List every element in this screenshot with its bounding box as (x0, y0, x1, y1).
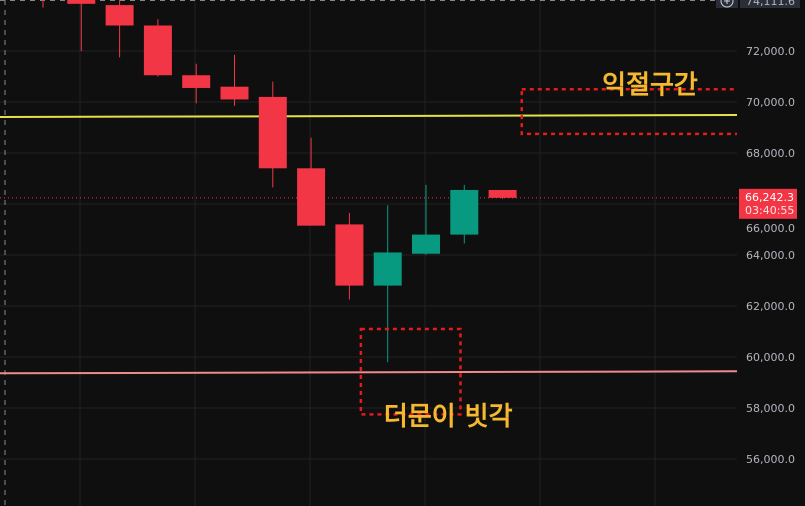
y-tick-label: 66,000.0 (746, 222, 795, 235)
horizontal-line (0, 114, 738, 119)
candle-body (105, 5, 134, 26)
horizontal-line (0, 370, 738, 375)
candle-body (258, 96, 287, 169)
countdown-label: 03:40:55 (745, 204, 794, 217)
y-tick-label: 62,000.0 (746, 300, 795, 313)
price-axis[interactable] (737, 0, 805, 506)
candle-body (67, 0, 96, 4)
y-tick-label: 64,000.0 (746, 249, 795, 262)
candle-body (182, 75, 211, 88)
plus-circle-icon (720, 0, 734, 8)
y-tick-label: 58,000.0 (746, 402, 795, 415)
y-tick-label: 56,000.0 (746, 453, 795, 466)
candle-body (450, 189, 479, 235)
top-price-tag: 74,111.6 (740, 0, 800, 8)
annotation-text: 더문이 빗각 (384, 402, 513, 432)
y-tick-label: 54,000.0 (746, 504, 795, 506)
current-price-label: 66,242.3 (745, 191, 794, 204)
plus-icon (724, 0, 730, 4)
y-tick-label: 72,000.0 (746, 45, 795, 58)
top-price-label: 74,111.6 (746, 0, 795, 8)
candle-body (220, 86, 249, 100)
horizontal-lines (0, 114, 738, 375)
price-axis-ticks: 72,000.0 70,000.0 68,000.0 66,000.0 64,000.0… (746, 45, 795, 506)
candle-body (412, 234, 440, 254)
candles (42, 0, 517, 363)
y-tick-label: 68,000.0 (746, 147, 795, 160)
dotted-box (359, 327, 462, 416)
y-tick-label: 70,000.0 (746, 96, 795, 109)
annotation-text: 익절구간 (602, 71, 698, 101)
add-alert-button[interactable] (716, 0, 738, 8)
candle-body (488, 189, 517, 198)
candle-body (373, 252, 402, 286)
candle-body (297, 168, 326, 226)
current-price-tag: 66,242.3 03:40:55 (739, 188, 797, 219)
candle-body (143, 25, 172, 76)
candle-body (335, 224, 364, 286)
y-tick-label: 60,000.0 (746, 351, 795, 364)
